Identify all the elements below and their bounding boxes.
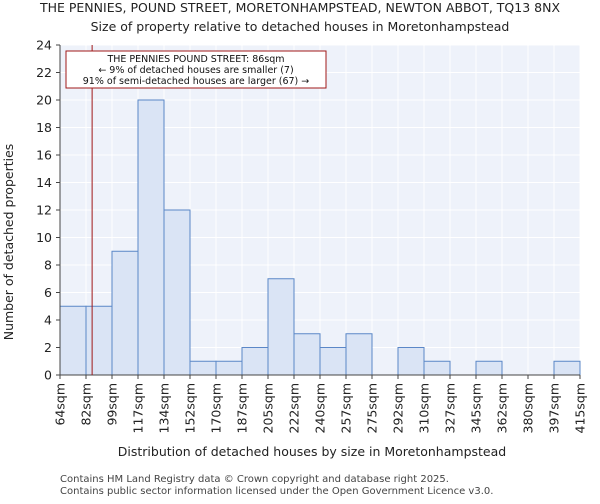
bar — [345, 333, 373, 376]
bar — [319, 347, 347, 376]
bar — [137, 99, 165, 376]
y-tick-label: 16 — [36, 148, 52, 163]
bar — [423, 360, 451, 376]
bar — [553, 360, 581, 376]
bar — [215, 360, 243, 376]
chart-subtitle: Size of property relative to detached ho… — [91, 19, 510, 34]
bar — [267, 278, 295, 376]
x-tick-label: 82sqm — [79, 383, 94, 426]
x-axis-label: Distribution of detached houses by size … — [118, 444, 506, 459]
y-tick-label: 12 — [36, 203, 52, 218]
annotation-line-3: 91% of semi-detached houses are larger (… — [83, 76, 310, 87]
x-tick-label: 292sqm — [391, 383, 406, 433]
x-tick-label: 99sqm — [105, 383, 120, 426]
x-tick-label: 415sqm — [573, 383, 588, 433]
y-tick-label: 22 — [36, 65, 52, 80]
bar — [111, 250, 139, 376]
bar — [475, 360, 503, 376]
y-tick-label: 0 — [44, 368, 52, 383]
x-tick-label: 117sqm — [131, 383, 146, 433]
y-tick-label: 14 — [36, 175, 52, 190]
annotation-line-2: ← 9% of detached houses are smaller (7) — [98, 65, 293, 76]
annotation-line-1: THE PENNIES POUND STREET: 86sqm — [106, 54, 284, 65]
x-tick-label: 310sqm — [417, 383, 432, 433]
chart-title: THE PENNIES, POUND STREET, MORETONHAMPST… — [39, 0, 560, 15]
x-tick-label: 187sqm — [235, 383, 250, 433]
x-tick-label: 257sqm — [339, 383, 354, 433]
annotation-box — [65, 50, 327, 89]
bar — [85, 305, 113, 376]
x-tick-label: 362sqm — [495, 383, 510, 433]
x-tick-label: 345sqm — [469, 383, 484, 433]
x-tick-label: 397sqm — [547, 383, 562, 433]
x-tick-label: 222sqm — [287, 383, 302, 433]
x-tick-label: 327sqm — [443, 383, 458, 433]
footer-line-2: Contains public sector information licen… — [60, 486, 493, 497]
x-tick-label: 152sqm — [183, 383, 198, 433]
bar — [397, 347, 425, 376]
y-tick-label: 18 — [36, 120, 52, 135]
y-tick-label: 24 — [36, 38, 52, 53]
x-tick-label: 205sqm — [261, 383, 276, 433]
bar — [59, 305, 87, 376]
y-axis-label: Number of detached properties — [1, 144, 16, 341]
x-tick-label: 380sqm — [521, 383, 536, 433]
bar — [241, 347, 269, 376]
y-tick-label: 20 — [36, 93, 52, 108]
x-tick-label: 170sqm — [209, 383, 224, 433]
bar — [293, 333, 321, 376]
y-tick-label: 6 — [44, 285, 52, 300]
x-tick-label: 240sqm — [313, 383, 328, 433]
y-tick-label: 10 — [36, 230, 52, 245]
footer-line-1: Contains HM Land Registry data © Crown c… — [60, 474, 449, 485]
bar — [163, 209, 191, 376]
bar — [189, 360, 217, 376]
x-tick-label: 134sqm — [157, 383, 172, 433]
y-tick-label: 4 — [44, 313, 52, 328]
y-tick-label: 2 — [44, 340, 52, 355]
y-tick-label: 8 — [44, 258, 52, 273]
x-tick-label: 64sqm — [53, 383, 68, 426]
x-tick-label: 275sqm — [365, 383, 380, 433]
